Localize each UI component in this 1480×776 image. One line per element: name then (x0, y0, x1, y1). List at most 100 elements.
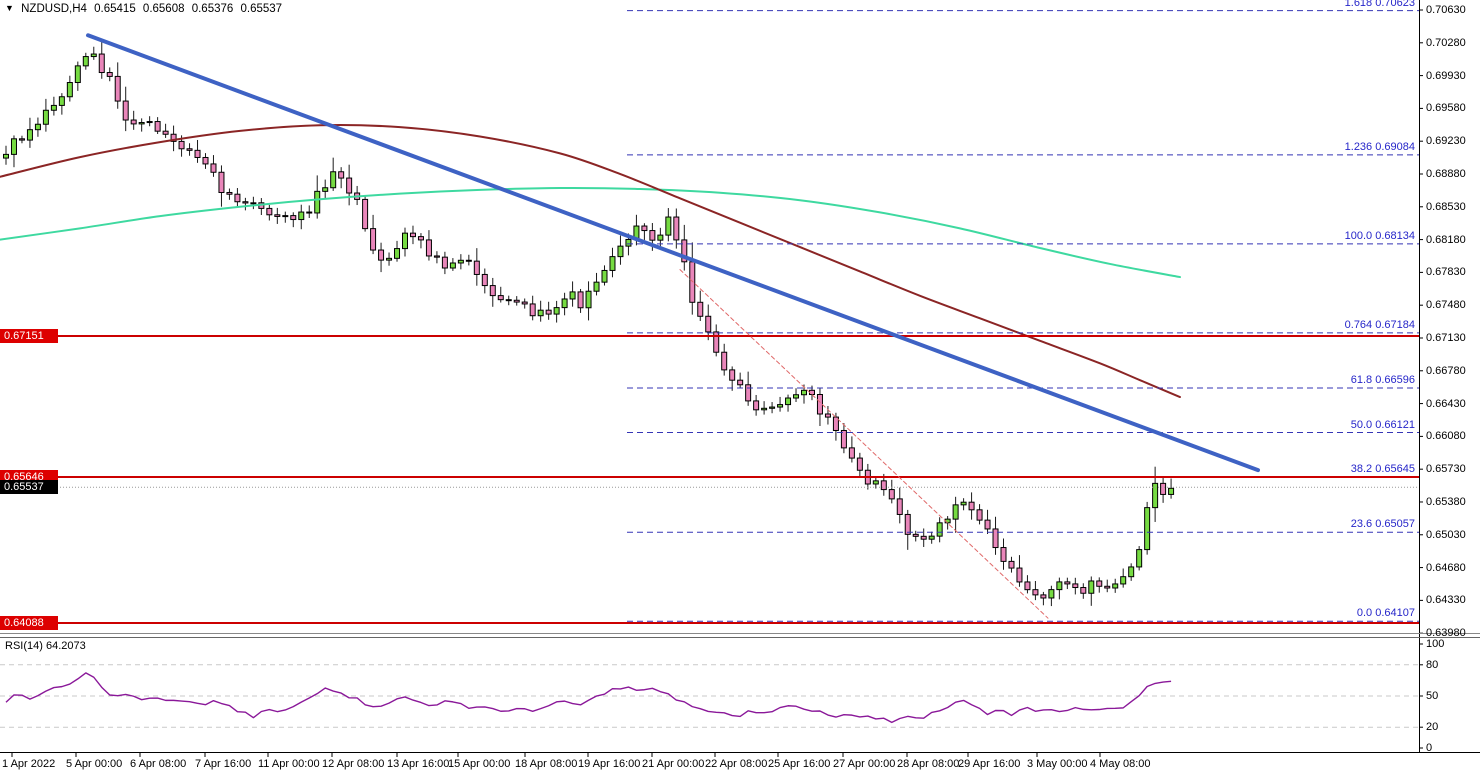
candle-down (753, 400, 760, 411)
candle-down (417, 236, 424, 241)
price-axis-label: 0.67830 (1426, 266, 1466, 279)
candle-down (1008, 560, 1015, 569)
candle-up (928, 535, 935, 540)
candle-up (26, 129, 33, 141)
candle-down (266, 207, 273, 216)
fib-level-label: 0.764 0.67184 (1344, 318, 1415, 331)
candle-down (697, 301, 704, 317)
candle-down (122, 100, 129, 121)
candle-down (234, 193, 241, 203)
candle-up (82, 56, 89, 67)
candle-down (489, 285, 496, 297)
candle-down (521, 301, 528, 305)
candle-down (737, 379, 744, 386)
rsi-line (5, 672, 1172, 724)
candle-up (282, 215, 289, 218)
candle-down (497, 295, 504, 301)
rsi-axis-label: 80 (1426, 658, 1439, 671)
candle-down (920, 535, 927, 540)
ohlc-high: 0.65608 (142, 3, 185, 15)
candle-up (1152, 482, 1159, 509)
price-badge-red: 0.64088 (0, 616, 58, 631)
candle-down (904, 513, 911, 535)
candle-up (449, 262, 456, 269)
candle-up (793, 394, 800, 399)
candle-up (457, 259, 464, 264)
candle-down (178, 140, 185, 150)
fib-level-label: 50.0 0.66121 (1350, 418, 1415, 431)
candle-down (641, 225, 648, 232)
candle-down (529, 303, 536, 317)
price-axis-label: 0.66780 (1426, 364, 1466, 377)
time-axis[interactable] (0, 752, 1480, 776)
candle-down (226, 191, 233, 195)
candle-up (537, 309, 544, 317)
candle-down (170, 133, 177, 142)
candle-up (936, 522, 943, 537)
candle-up (330, 171, 337, 189)
triangle-down-icon[interactable]: ▼ (5, 3, 14, 13)
time-axis-label: 11 Apr 00:00 (258, 758, 320, 770)
candle-down (1000, 547, 1007, 562)
candle-down (832, 416, 839, 431)
candle-down (1160, 482, 1167, 495)
price-axis-label: 0.65030 (1426, 528, 1466, 541)
candle-down (154, 121, 161, 132)
candle-down (1040, 594, 1047, 599)
candle-up (1088, 580, 1095, 594)
candle-down (18, 138, 25, 141)
candle-down (465, 259, 472, 262)
candle-up (138, 122, 145, 125)
candle-down (210, 163, 217, 173)
ohlc-close: 0.65537 (240, 3, 283, 15)
candle-down (202, 156, 209, 165)
candle-down (721, 351, 728, 371)
candle-down (649, 230, 656, 241)
price-axis-label: 0.64330 (1426, 594, 1466, 607)
channel-line-pink-dashed[interactable] (679, 269, 1049, 619)
candle-down (880, 480, 887, 491)
candle-down (274, 214, 281, 217)
candle-up (10, 138, 17, 155)
chart-title: ▼ NZDUSD,H4 0.65415 0.65608 0.65376 0.65… (5, 3, 286, 15)
candle-down (1096, 580, 1103, 587)
candle-down (896, 498, 903, 515)
time-axis-label: 6 Apr 08:00 (130, 758, 187, 770)
price-axis-label: 0.63980 (1426, 627, 1466, 640)
candle-down (441, 256, 448, 269)
fib-level-label: 38.2 0.65645 (1350, 463, 1415, 476)
candle-down (545, 309, 552, 315)
candle-down (473, 260, 480, 275)
price-axis[interactable] (1419, 0, 1480, 752)
candle-down (912, 533, 919, 537)
ma-slow-maroon (0, 124, 1181, 399)
price-axis-label: 0.65380 (1426, 495, 1466, 508)
downtrend-line-blue[interactable] (86, 33, 1260, 473)
time-axis-label: 5 Apr 00:00 (66, 758, 123, 770)
candle-down (306, 211, 313, 214)
candle-up (553, 307, 560, 315)
price-axis-label: 0.69230 (1426, 135, 1466, 148)
candle-up (1048, 589, 1055, 599)
rsi-pane[interactable] (0, 638, 1419, 752)
candle-down (242, 201, 249, 204)
candle-up (1112, 583, 1119, 589)
candle-up (593, 281, 600, 292)
candle-down (362, 198, 369, 230)
main-chart-pane[interactable] (0, 0, 1419, 633)
rsi-indicator-label: RSI(14) 64.2073 (5, 640, 86, 652)
candle-down (513, 299, 520, 303)
candle-up (3, 153, 9, 159)
candle-up (322, 187, 329, 192)
candle-down (1024, 581, 1031, 591)
candle-down (673, 216, 680, 241)
candle-down (433, 255, 440, 258)
candle-down (840, 429, 847, 449)
candle-down (681, 239, 688, 263)
ohlc-low: 0.65376 (191, 3, 234, 15)
candle-up (601, 269, 608, 283)
rsi-axis-label: 50 (1426, 690, 1439, 702)
time-axis-label: 29 Apr 16:00 (958, 758, 1021, 770)
candle-up (298, 211, 305, 221)
